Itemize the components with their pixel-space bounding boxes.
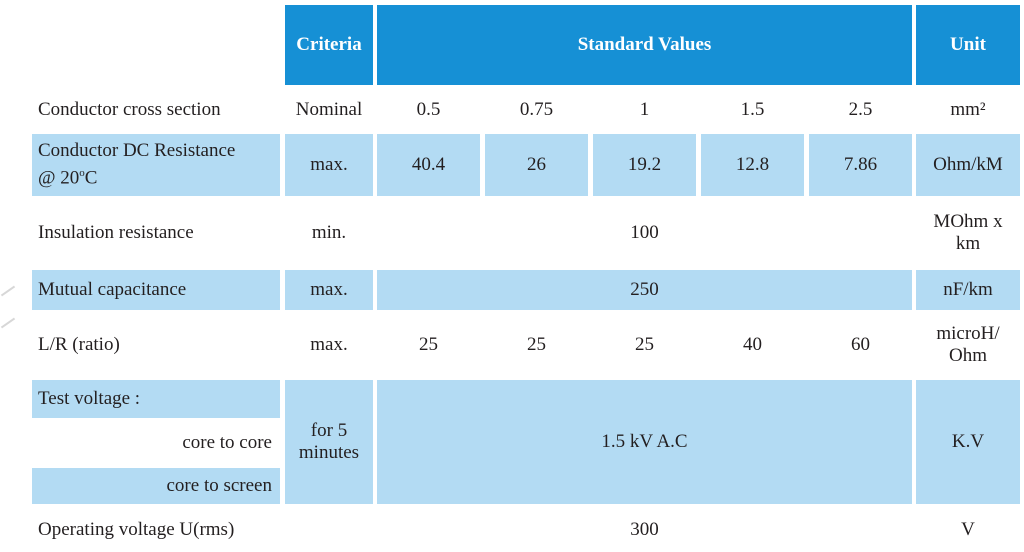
value-cell: 100	[630, 222, 659, 243]
criteria-line: minutes	[298, 442, 360, 463]
unit-line: MOhm x	[933, 211, 1003, 232]
value-cell: 26	[485, 134, 588, 196]
criteria-cell: max.	[310, 334, 348, 355]
criteria-cell: for 5 minutes	[285, 380, 373, 504]
value-cell: 12.8	[701, 134, 804, 196]
value-cell: 0.5	[416, 99, 441, 120]
criteria-cell: max.	[285, 134, 373, 196]
value-cell: 1.5	[740, 99, 765, 120]
row-label-line: Conductor DC Resistance	[38, 140, 236, 162]
value-cell: 19.2	[593, 134, 696, 196]
row-sublabel: core to screen	[32, 468, 280, 504]
unit-cell: mm²	[950, 99, 986, 120]
value-cell: 60	[851, 334, 870, 355]
criteria-cell: Nominal	[295, 99, 363, 120]
row-label: Conductor DC Resistance @ 20oC	[32, 134, 280, 196]
unit-cell: microH/ Ohm	[916, 314, 1020, 376]
criteria-cell: max.	[285, 270, 373, 310]
row-sublabel: core to core	[182, 432, 272, 453]
value-cell: 25	[527, 334, 546, 355]
header-criteria: Criteria	[285, 5, 373, 85]
unit-line: km	[955, 233, 981, 254]
row-label: Mutual capacitance	[32, 270, 280, 310]
unit-cell: Ohm/kM	[916, 134, 1020, 196]
value-cell: 1.5 kV A.C	[377, 380, 912, 504]
value-cell: 0.75	[519, 99, 554, 120]
unit-cell: V	[961, 519, 975, 540]
row-label: L/R (ratio)	[38, 334, 120, 355]
header-unit: Unit	[916, 5, 1020, 85]
header-standard-values: Standard Values	[377, 5, 912, 85]
unit-cell: nF/km	[916, 270, 1020, 310]
edge-mark	[0, 285, 16, 297]
unit-line: microH/	[936, 323, 1000, 344]
value-cell: 2.5	[848, 99, 873, 120]
row-label: Insulation resistance	[38, 222, 194, 243]
value-cell: 1	[639, 99, 650, 120]
value-cell: 25	[635, 334, 654, 355]
unit-cell: K.V	[916, 380, 1020, 504]
row-label: Test voltage :	[32, 380, 280, 418]
row-label: Operating voltage U(rms)	[38, 519, 235, 540]
value-cell: 40	[743, 334, 762, 355]
unit-cell: MOhm x km	[916, 202, 1020, 264]
value-cell: 250	[377, 270, 912, 310]
value-cell: 40.4	[377, 134, 480, 196]
value-cell: 7.86	[809, 134, 912, 196]
criteria-line: for 5	[310, 420, 348, 441]
row-label: Conductor cross section	[38, 99, 221, 120]
value-cell: 300	[630, 519, 659, 540]
value-cell: 25	[419, 334, 438, 355]
unit-line: Ohm	[949, 345, 987, 366]
edge-mark	[0, 317, 16, 329]
criteria-cell: min.	[311, 222, 347, 243]
row-label-line: @ 20oC	[38, 167, 98, 189]
